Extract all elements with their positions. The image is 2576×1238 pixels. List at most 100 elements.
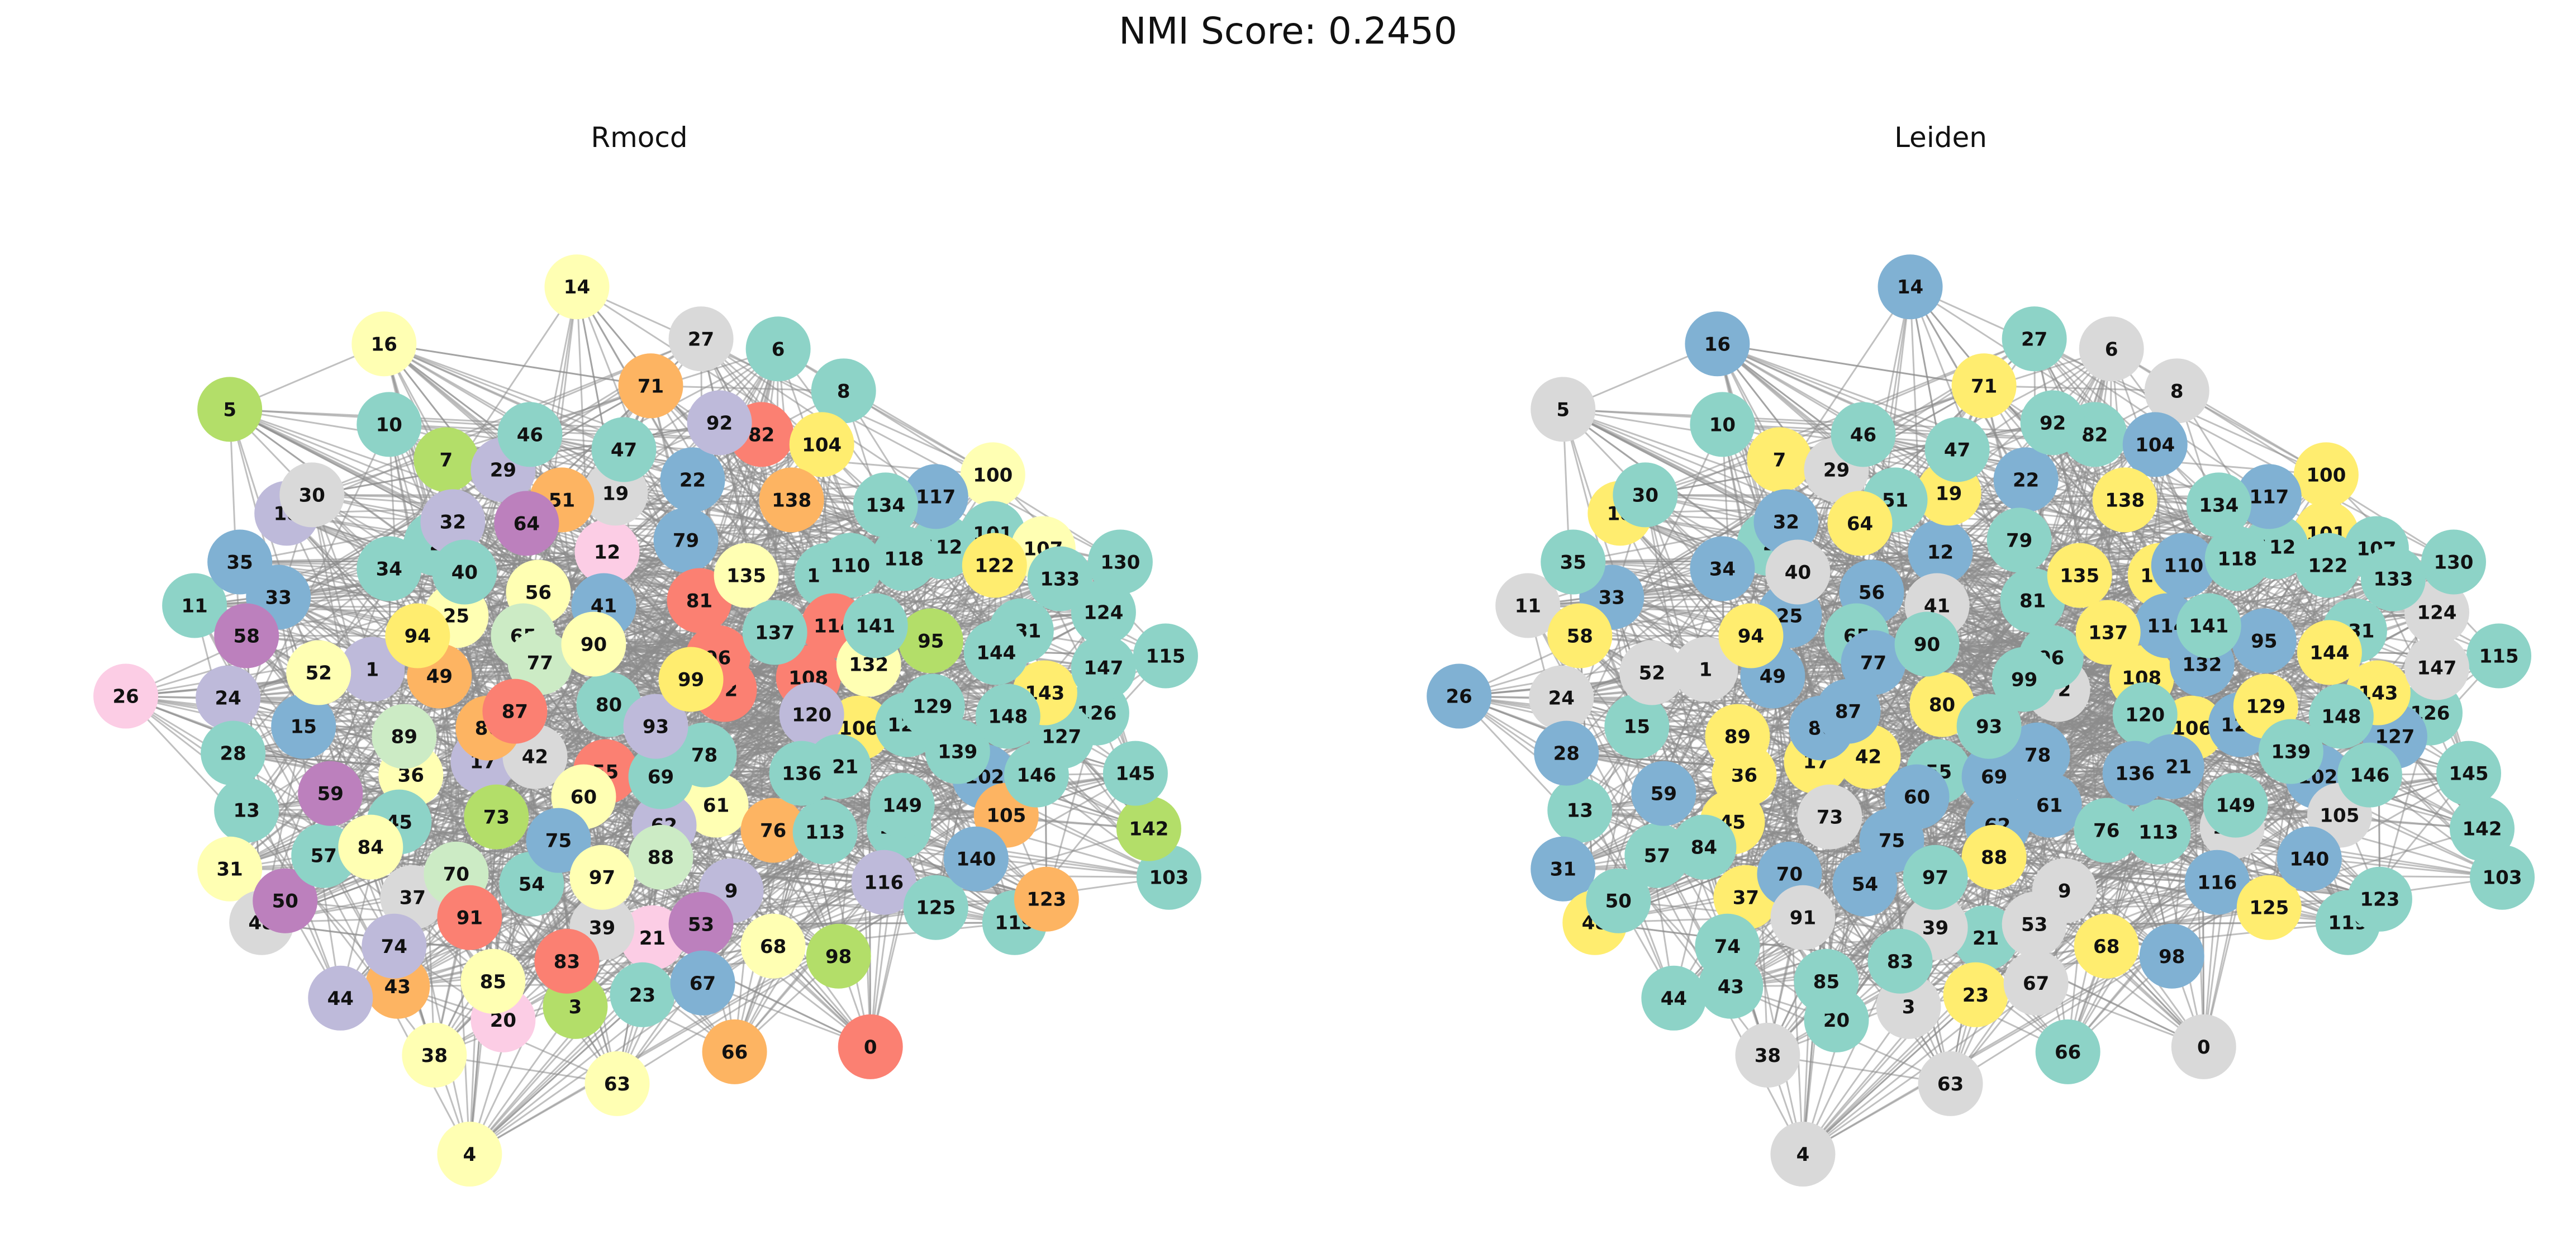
rmocd-node-label: 110 xyxy=(830,554,870,577)
leiden-node-circle xyxy=(1953,905,2018,970)
rmocd-node-label: 22 xyxy=(679,469,706,491)
rmocd-node-0: 0 xyxy=(838,1014,903,1079)
leiden-node-139: 139 xyxy=(2258,719,2323,784)
leiden-node-circle xyxy=(2017,772,2082,838)
leiden-node-circle xyxy=(2122,412,2188,477)
leiden-node-circle xyxy=(1718,603,1784,668)
leiden-node-30: 30 xyxy=(1613,462,1678,528)
rmocd-node-circle xyxy=(385,603,450,668)
rmocd-node-circle xyxy=(214,603,279,668)
panel-rmocd: Rmocd 0123456789101112131415161718192021… xyxy=(93,121,1201,1187)
rmocd-node-label: 15 xyxy=(291,716,317,738)
leiden-node-label: 95 xyxy=(2251,630,2277,653)
leiden-node-35: 35 xyxy=(1541,529,1606,595)
leiden-node-label: 6 xyxy=(2105,338,2118,361)
leiden-node-circle xyxy=(2186,472,2251,538)
leiden-edge xyxy=(1458,695,1732,987)
leiden-node-label: 83 xyxy=(1887,951,1913,973)
rmocd-node-140: 140 xyxy=(943,826,1009,891)
leiden-node-label: 94 xyxy=(1738,625,1764,648)
leiden-node-circle xyxy=(2236,875,2302,940)
rmocd-node-label: 147 xyxy=(1083,657,1123,680)
rmocd-node-label: 14 xyxy=(564,276,590,298)
rmocd-node-7: 7 xyxy=(414,427,479,492)
leiden-node-label: 1 xyxy=(1699,659,1713,681)
leiden-node-113: 113 xyxy=(2126,799,2191,865)
rmocd-node-label: 58 xyxy=(234,625,260,648)
leiden-node-label: 10 xyxy=(1709,414,1736,436)
rmocd-node-123: 123 xyxy=(1014,866,1079,932)
rmocd-node-circle xyxy=(414,427,479,492)
rmocd-node-circle xyxy=(357,392,422,457)
leiden-node-circle xyxy=(2092,467,2157,533)
panel-title-rmocd: Rmocd xyxy=(591,121,687,154)
rmocd-node-87: 87 xyxy=(482,679,548,744)
rmocd-node-label: 93 xyxy=(643,716,669,738)
leiden-node-label: 120 xyxy=(2125,704,2165,727)
rmocd-node-31: 31 xyxy=(197,836,263,902)
leiden-node-circle xyxy=(2020,390,2085,456)
rmocd-node-11: 11 xyxy=(162,573,227,638)
leiden-node-circle xyxy=(1831,402,1896,467)
rmocd-node-label: 28 xyxy=(220,743,246,765)
leiden-node-label: 145 xyxy=(2449,763,2489,785)
leiden-node-24: 24 xyxy=(1529,665,1594,731)
rmocd-node-10: 10 xyxy=(357,392,422,457)
rmocd-node-146: 146 xyxy=(1004,742,1069,808)
rmocd-node-89: 89 xyxy=(372,704,437,769)
leiden-node-circle xyxy=(2450,796,2515,861)
rmocd-node-85: 85 xyxy=(460,948,526,1014)
leiden-node-circle xyxy=(1631,761,1696,826)
leiden-node-89: 89 xyxy=(1705,704,1770,769)
rmocd-node-label: 116 xyxy=(864,872,904,894)
rmocd-node-77: 77 xyxy=(507,630,573,695)
rmocd-node-117: 117 xyxy=(903,464,968,529)
leiden-node-circle xyxy=(2236,464,2302,529)
leiden-node-circle xyxy=(1986,507,2052,573)
rmocd-node-label: 99 xyxy=(678,669,704,691)
leiden-node-label: 127 xyxy=(2375,726,2415,748)
leiden-node-141: 141 xyxy=(2176,593,2241,658)
rmocd-node-label: 74 xyxy=(381,936,407,958)
leiden-node-21: 21 xyxy=(1953,905,2018,970)
leiden-node-circle xyxy=(2293,442,2359,507)
rmocd-node-label: 124 xyxy=(1083,601,1123,624)
leiden-node-38: 38 xyxy=(1735,1022,1800,1088)
leiden-node-circle xyxy=(1427,663,1492,729)
leiden-edge xyxy=(1717,343,2437,668)
rmocd-node-circle xyxy=(561,611,626,677)
leiden-node-10: 10 xyxy=(1690,392,1755,457)
rmocd-node-92: 92 xyxy=(687,390,752,456)
leiden-node-label: 30 xyxy=(1632,484,1658,506)
rmocd-node-116: 116 xyxy=(851,850,916,915)
rmocd-node-label: 144 xyxy=(976,642,1016,665)
rmocd-node-120: 120 xyxy=(779,682,844,747)
rmocd-node-label: 122 xyxy=(975,554,1014,577)
rmocd-node-circle xyxy=(811,358,876,424)
leiden-node-label: 22 xyxy=(2013,469,2039,491)
panel-leiden: Leiden 012345678910111213141516171819202… xyxy=(1427,121,2535,1187)
rmocd-node-148: 148 xyxy=(975,684,1040,749)
rmocd-node-label: 44 xyxy=(327,988,354,1010)
leiden-node-circle xyxy=(1534,720,1599,786)
rmocd-node-58: 58 xyxy=(214,603,279,668)
rmocd-node-label: 146 xyxy=(1016,765,1056,787)
leiden-node-label: 21 xyxy=(1973,927,1999,950)
rmocd-node-113: 113 xyxy=(792,799,858,865)
rmocd-node-label: 78 xyxy=(691,744,717,767)
leiden-node-117: 117 xyxy=(2236,464,2302,529)
leiden-node-32: 32 xyxy=(1753,489,1819,554)
rmocd-node-circle xyxy=(740,798,806,863)
rmocd-node-circle xyxy=(279,462,345,528)
leiden-node-label: 73 xyxy=(1817,807,1843,829)
leiden-node-label: 92 xyxy=(2040,412,2066,434)
leiden-node-90: 90 xyxy=(1894,611,1960,677)
leiden-node-0: 0 xyxy=(2171,1014,2236,1079)
rmocd-node-label: 76 xyxy=(760,820,786,842)
leiden-node-4: 4 xyxy=(1770,1121,1836,1187)
leiden-node-circle xyxy=(1878,254,1943,320)
leiden-node-label: 137 xyxy=(2088,622,2128,644)
rmocd-edge xyxy=(384,343,651,387)
rmocd-node-label: 10 xyxy=(376,414,402,436)
leiden-node-circle xyxy=(2002,306,2067,372)
